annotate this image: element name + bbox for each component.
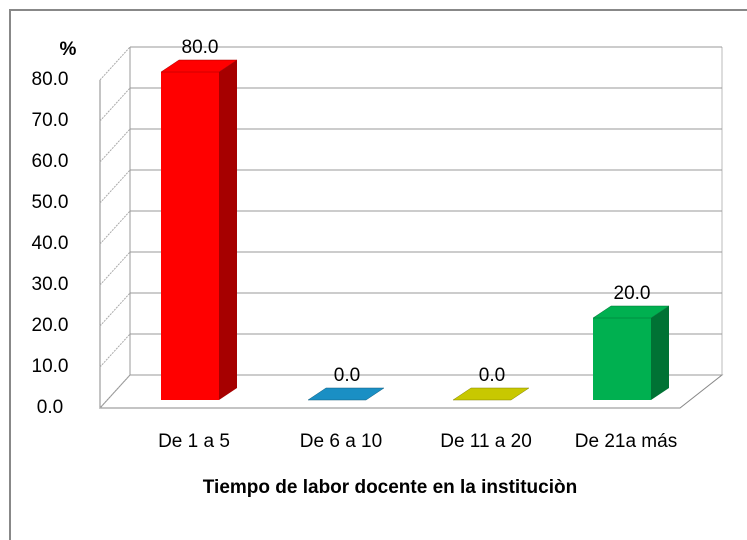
grid-line bbox=[99, 46, 131, 81]
data-label: 20.0 bbox=[614, 283, 651, 304]
grid-line bbox=[99, 292, 131, 327]
x-tick-label: De 11 a 20 bbox=[440, 431, 532, 452]
data-label: 80.0 bbox=[182, 37, 219, 58]
grid-line bbox=[99, 333, 131, 368]
bar-top bbox=[160, 59, 238, 73]
y-tick-label: 70.0 bbox=[32, 110, 69, 131]
grid-line bbox=[99, 169, 131, 204]
grid-line bbox=[99, 251, 131, 286]
data-label: 0.0 bbox=[479, 365, 505, 386]
bar bbox=[161, 72, 219, 400]
y-tick-label: 20.0 bbox=[32, 315, 69, 336]
x-axis-label: Tiempo de labor docente en la instituciò… bbox=[203, 477, 577, 498]
bar bbox=[593, 318, 651, 400]
grid-line bbox=[99, 87, 131, 122]
bar-top bbox=[592, 305, 670, 319]
y-axis-label: % bbox=[60, 39, 77, 60]
x-tick-label: De 21a más bbox=[575, 431, 677, 452]
bar-top bbox=[452, 387, 530, 401]
grid-line bbox=[99, 128, 131, 163]
x-tick-label: De 1 a 5 bbox=[158, 431, 230, 452]
y-tick-label: 30.0 bbox=[32, 274, 69, 295]
chart-frame bbox=[9, 9, 747, 540]
y-tick-label: 0.0 bbox=[37, 397, 63, 418]
data-label: 0.0 bbox=[334, 365, 360, 386]
y-tick-label: 60.0 bbox=[32, 151, 69, 172]
bar-side bbox=[651, 306, 669, 400]
bar-side bbox=[219, 60, 237, 400]
y-tick-label: 10.0 bbox=[32, 356, 69, 377]
y-tick-label: 50.0 bbox=[32, 192, 69, 213]
y-tick-label: 80.0 bbox=[32, 69, 69, 90]
bar-top bbox=[307, 387, 385, 401]
y-tick-label: 40.0 bbox=[32, 233, 69, 254]
grid-line bbox=[99, 210, 131, 245]
x-tick-label: De 6 a 10 bbox=[300, 431, 382, 452]
grid-line bbox=[99, 374, 131, 409]
